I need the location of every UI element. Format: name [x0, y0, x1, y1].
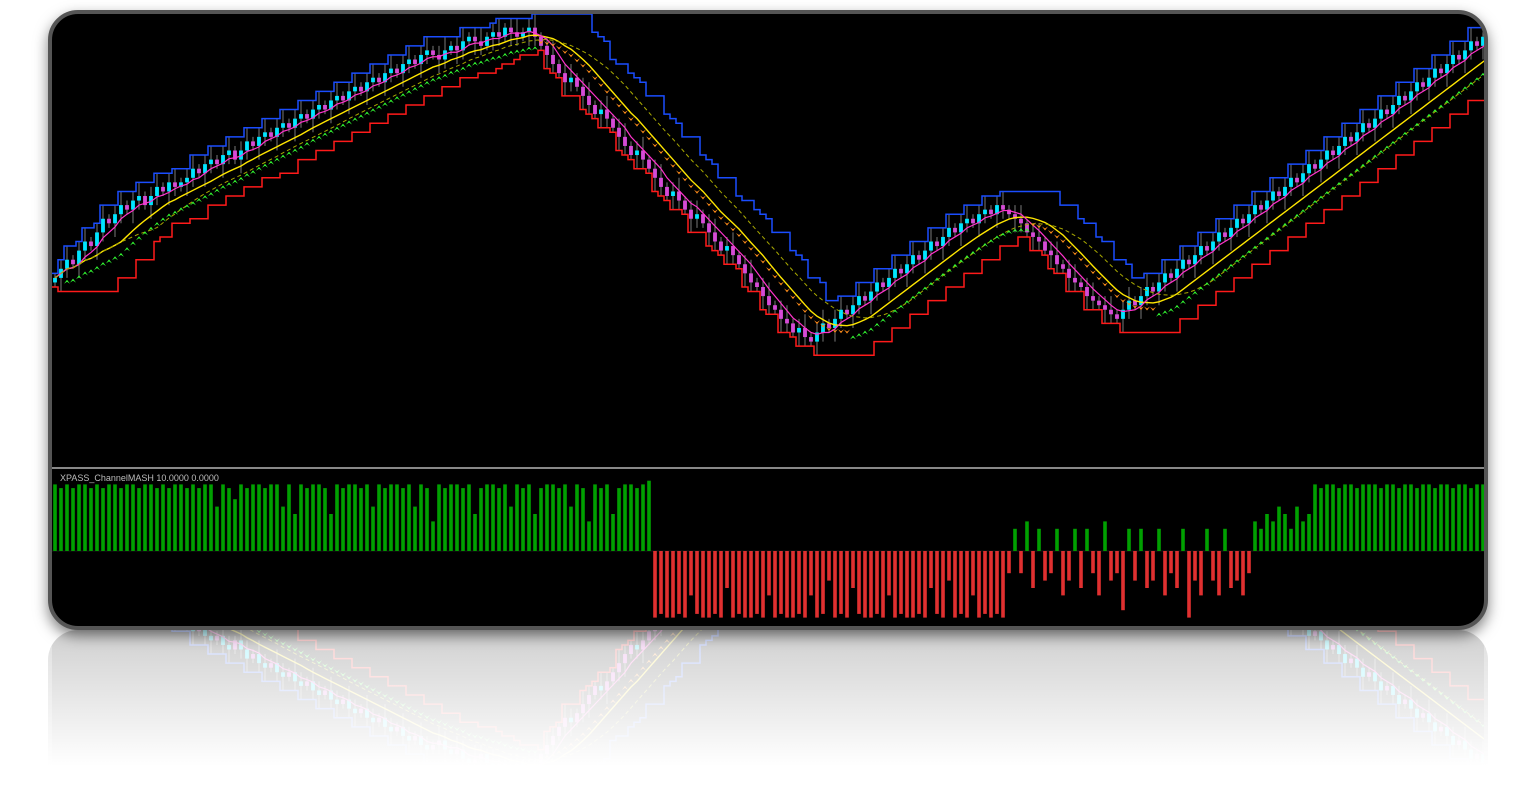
main-price-chart[interactable]	[52, 630, 1484, 786]
sub-indicator-chart[interactable]: XPASS_ChannelMASH 10.0000 0.0000	[52, 471, 1484, 630]
main-price-chart[interactable]	[52, 14, 1484, 469]
histogram-svg	[52, 471, 1488, 630]
trading-chart-frame: XPASS_ChannelMASH 10.0000 0.0000	[48, 630, 1488, 790]
candlestick-svg	[52, 630, 1488, 786]
trading-chart-frame: XPASS_ChannelMASH 10.0000 0.0000	[48, 10, 1488, 630]
candlestick-svg	[52, 14, 1488, 469]
indicator-label: XPASS_ChannelMASH 10.0000 0.0000	[60, 473, 219, 483]
